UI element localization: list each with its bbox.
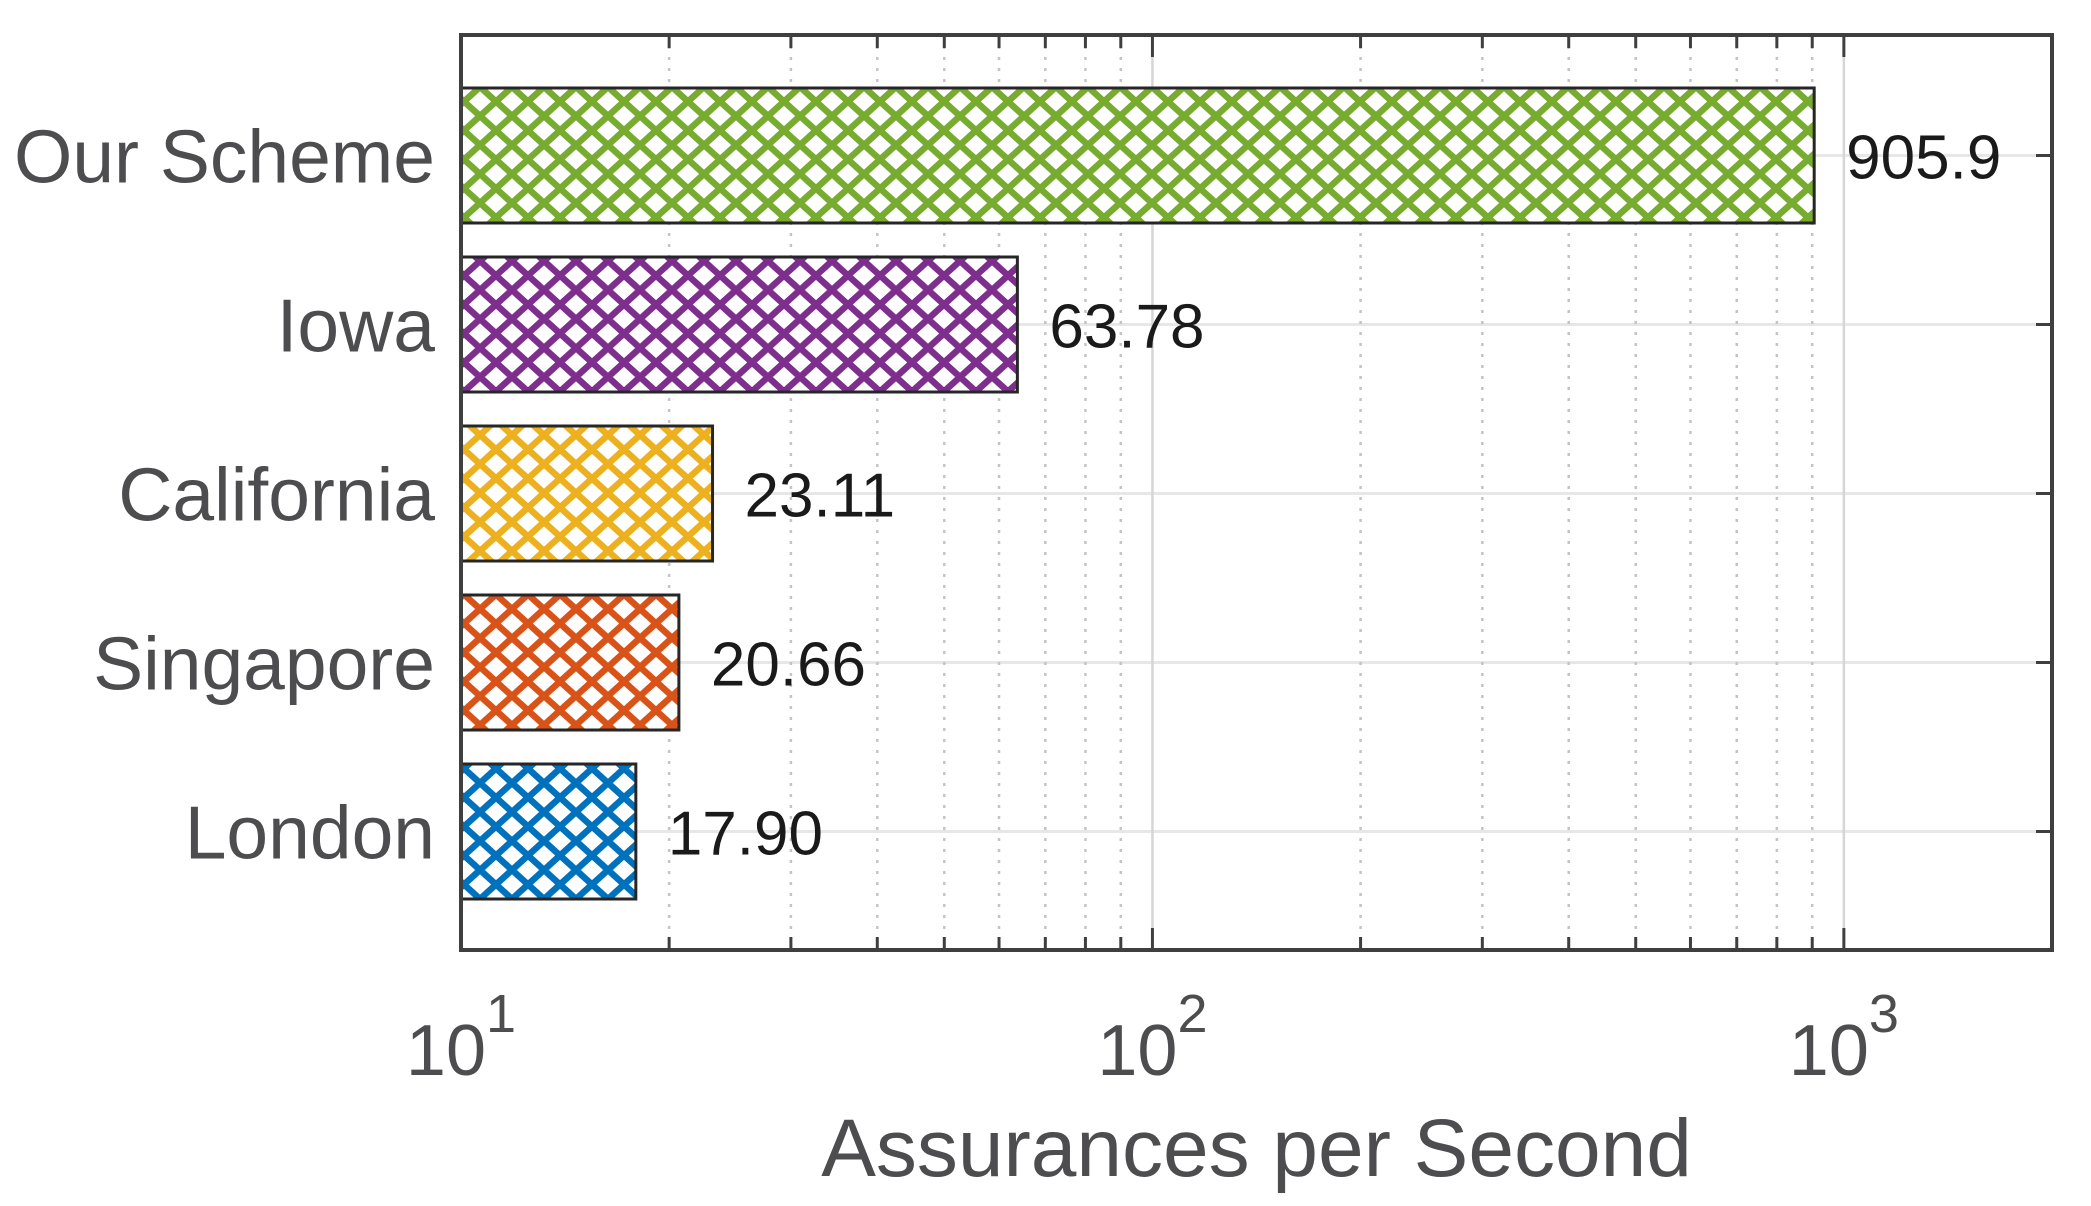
bar-group-our-scheme: [459, 86, 1816, 225]
category-label-california: California: [118, 453, 435, 537]
bar-london: [459, 762, 638, 901]
bar-group-london: [459, 762, 638, 901]
axis-ticks: [667, 35, 2052, 950]
value-label-london: 17.90: [668, 800, 823, 869]
x-tick-exponent: 3: [1869, 984, 1899, 1044]
x-tick-label-1000: 103: [1789, 984, 1899, 1091]
value-label-singapore: 20.66: [711, 631, 866, 700]
category-label-iowa: Iowa: [277, 284, 436, 368]
x-tick-base: 10: [406, 1011, 486, 1091]
x-tick-label-100: 102: [1097, 984, 1207, 1091]
category-label-london: London: [185, 791, 435, 875]
bar-singapore: [459, 593, 681, 732]
axis-box: [459, 33, 2054, 952]
bar-iowa: [459, 255, 1019, 394]
value-label-our-scheme: 905.9: [1846, 124, 2001, 193]
x-tick-base: 10: [1097, 1011, 1177, 1091]
bar-group-california: [459, 424, 715, 563]
x-tick-label-10: 101: [406, 984, 516, 1091]
bar-group-iowa: [459, 255, 1019, 394]
bar-california: [459, 424, 715, 563]
x-axis-title: Assurances per Second: [821, 1103, 1692, 1194]
bar-our-scheme: [459, 86, 1816, 225]
category-label-our-scheme: Our Scheme: [14, 115, 435, 199]
bar-group-singapore: [459, 593, 681, 732]
x-tick-base: 10: [1789, 1011, 1869, 1091]
category-label-singapore: Singapore: [93, 622, 435, 706]
value-label-iowa: 63.78: [1049, 293, 1204, 362]
value-label-california: 23.11: [745, 462, 896, 531]
x-tick-exponent: 2: [1177, 984, 1207, 1044]
x-tick-exponent: 1: [486, 984, 516, 1044]
